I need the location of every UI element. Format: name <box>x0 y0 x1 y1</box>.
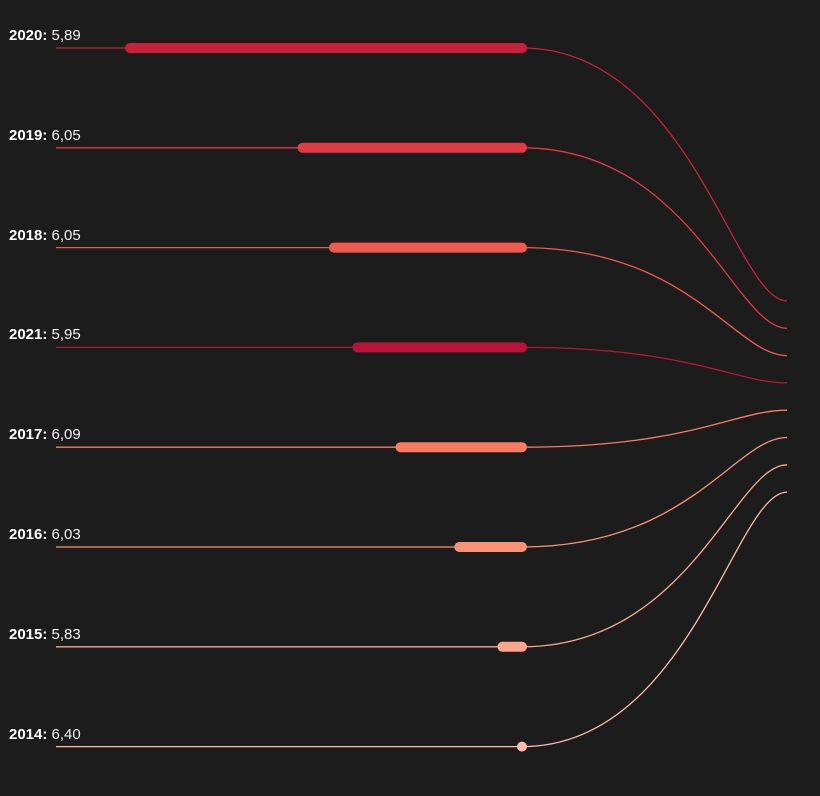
year-label: 2015: <box>9 625 48 643</box>
year-label: 2018: <box>9 226 48 244</box>
value-label: 6,03 <box>47 526 81 543</box>
value-label: 5,95 <box>47 326 81 344</box>
ribbon-line-7 <box>56 491 788 748</box>
value-label: 6,05 <box>47 126 81 144</box>
row-label: 2015: 5,83 <box>9 626 81 644</box>
ribbon-line-4 <box>56 409 788 448</box>
row-label: 2014: 6,40 <box>9 726 81 744</box>
value-label: 5,83 <box>47 625 81 643</box>
row-label: 2019: 6,05 <box>9 127 81 145</box>
value-label: 5,89 <box>47 27 81 44</box>
ribbon-line-0 <box>56 47 788 302</box>
row-label: 2016: 6,03 <box>9 526 81 544</box>
year-label: 2020: <box>9 27 48 44</box>
year-label: 2017: <box>9 426 48 444</box>
ribbon-line-2 <box>56 246 788 357</box>
year-label: 2016: <box>9 526 48 543</box>
year-label: 2019: <box>9 126 48 144</box>
year-label: 2014: <box>9 725 48 743</box>
ribbon-line-6 <box>56 464 788 648</box>
row-label: 2018: 6,05 <box>9 227 81 245</box>
year-label: 2021: <box>9 326 48 344</box>
ribbon-line-3 <box>56 346 788 384</box>
row-label: 2021: 5,95 <box>9 326 81 344</box>
row-label: 2020: 5,89 <box>9 27 81 45</box>
value-label: 6,09 <box>47 426 81 444</box>
value-label: 6,05 <box>47 226 81 244</box>
ribbon-line-5 <box>56 436 788 548</box>
ribbon-line-1 <box>56 147 788 329</box>
value-label: 6,40 <box>47 725 81 743</box>
row-label: 2017: 6,09 <box>9 426 81 444</box>
